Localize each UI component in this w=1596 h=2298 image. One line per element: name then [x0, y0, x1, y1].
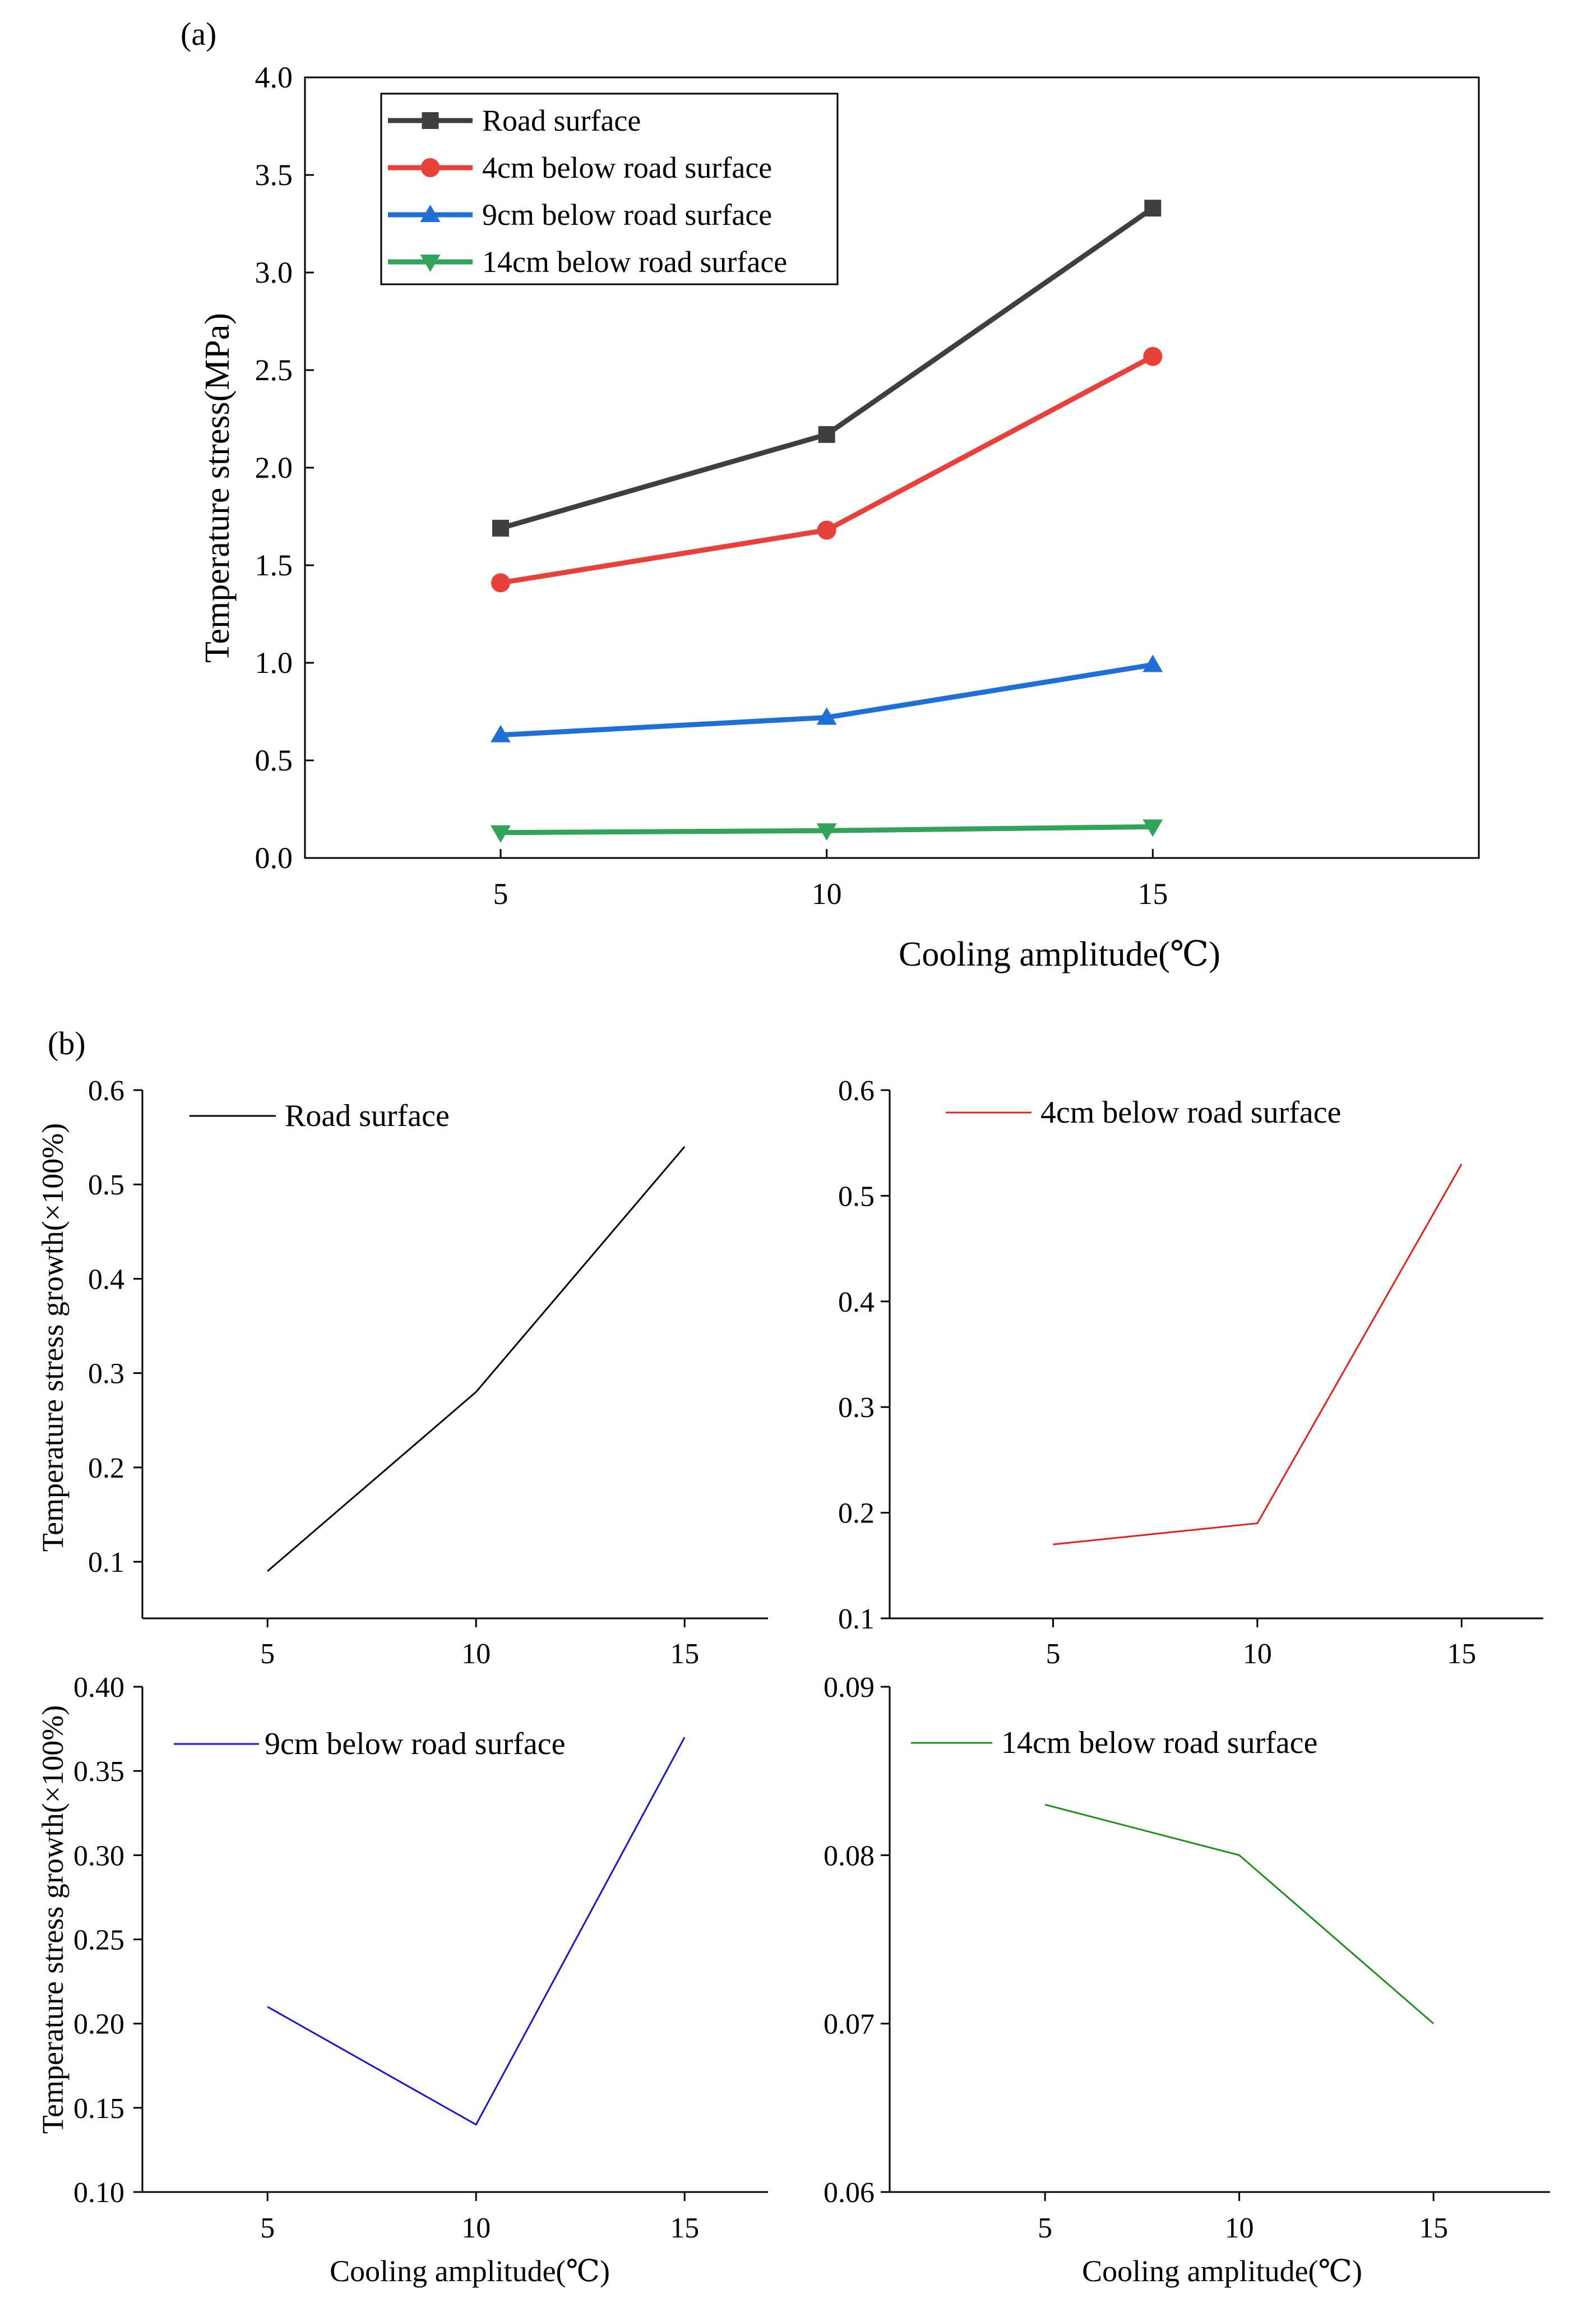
marker-3: [1144, 200, 1162, 217]
y-tick-label: 0.2: [88, 1452, 124, 1484]
x-tick-label: 10: [461, 1638, 491, 1670]
y-tick-label: 0.0: [255, 841, 293, 875]
y-tick-label: 0.30: [73, 1840, 124, 1872]
x-tick-label: 15: [670, 1638, 699, 1670]
y-tick-label: 0.5: [88, 1169, 124, 1201]
marker-legend: [422, 112, 439, 129]
x-axis-title-a: Cooling amplitude(℃): [899, 935, 1220, 973]
y-axis-title-b-bottom: Temperature stress growth(×100%): [36, 1705, 70, 2134]
marker-legend: [420, 255, 441, 272]
marker-3: [1142, 654, 1163, 672]
series-line-1: [1044, 1803, 1435, 2024]
x-tick-label: 10: [1225, 2212, 1254, 2244]
y-tick-label: 0.20: [73, 2009, 124, 2041]
series-line-1: [267, 1737, 686, 2126]
y-tick-label: 2.0: [255, 451, 293, 484]
marker-3: [1143, 347, 1163, 366]
legend-box: [380, 93, 839, 285]
legend-label: 4cm below road surface: [482, 151, 772, 184]
marker-2: [816, 707, 837, 725]
panel-label-a: (a): [181, 16, 216, 52]
marker-2: [817, 520, 836, 540]
y-tick-label: 0.2: [838, 1498, 875, 1530]
legend-label: 14cm below road surface: [1001, 1725, 1317, 1760]
y-tick-label: 1.5: [255, 548, 293, 582]
legend-label: 9cm below road surface: [265, 1727, 565, 1761]
marker-legend: [420, 205, 441, 222]
y-tick-label: 0.4: [88, 1263, 124, 1295]
chart-b-9cm: 5 10 15 0.10 0.15 0.20 0.25 0.30 0.35 0.40 Coolin…: [36, 1672, 768, 2288]
chart-b-14cm: 5 10 15 0.06 0.07 0.08 0.09 Cooling amplitude(…: [824, 1672, 1550, 2288]
y-tick-label: 0.15: [73, 2093, 124, 2125]
y-tick-label: 3.0: [255, 256, 293, 289]
marker-3: [1142, 819, 1163, 837]
marker-1: [492, 519, 509, 537]
marker-2: [818, 426, 835, 443]
x-axis-title-b-right: Cooling amplitude(℃): [1082, 2254, 1362, 2288]
chart-b-road-surface: (b) 5 10 15 0.1 0.2 0.3 0.4 0.5 0.6 Temperature …: [36, 1025, 768, 1670]
x-tick-label: 15: [1447, 1638, 1476, 1670]
y-tick-label: 0.08: [824, 1840, 875, 1872]
series-line-1: [267, 1146, 686, 1572]
x-tick-label: 5: [260, 1638, 275, 1670]
x-tick-label: 10: [812, 877, 842, 911]
chart-b-4cm: 5 10 15 0.1 0.2 0.3 0.4 0.5 0.6 4cm below road s…: [838, 1075, 1543, 1670]
marker-2: [816, 823, 837, 841]
y-tick-label: 0.5: [255, 744, 293, 777]
panel-label-b: (b): [48, 1025, 86, 1062]
y-tick-label: 0.1: [88, 1547, 124, 1579]
legend-label: Road surface: [285, 1099, 450, 1133]
y-tick-label: 1.0: [255, 646, 293, 680]
legend-label: 9cm below road surface: [482, 198, 772, 232]
x-axis-title-b-left: Cooling amplitude(℃): [330, 2254, 610, 2288]
chart-a: (a) 5 10 15 0.0 0.5 1.0 1.5 2.0 2.5 3.0 3.5 4.0 Coo…: [181, 16, 1480, 973]
x-tick-label: 5: [493, 877, 508, 911]
x-tick-label: 10: [1243, 1638, 1272, 1670]
y-axis-title-a: Temperature stress(MPa): [198, 313, 237, 663]
y-tick-label: 0.6: [838, 1075, 875, 1107]
y-tick-label: 0.5: [838, 1180, 875, 1212]
marker-1: [491, 573, 510, 593]
y-axis-title-b-top: Temperature stress growth(×100%): [36, 1123, 70, 1552]
x-tick-label: 15: [1419, 2212, 1448, 2244]
series-line-1: [1053, 1164, 1463, 1545]
y-tick-label: 0.10: [73, 2177, 124, 2209]
y-tick-label: 0.25: [73, 1925, 124, 1956]
y-tick-label: 0.3: [88, 1358, 124, 1390]
x-tick-label: 15: [1137, 877, 1168, 911]
marker-legend: [420, 158, 440, 177]
y-tick-label: 0.06: [824, 2177, 875, 2209]
y-tick-label: 0.07: [824, 2009, 875, 2041]
legend-label: 14cm below road surface: [482, 245, 787, 279]
x-tick-label: 5: [260, 2212, 275, 2244]
x-tick-label: 5: [1046, 1638, 1061, 1670]
x-tick-label: 5: [1038, 2212, 1052, 2244]
marker-1: [491, 725, 511, 742]
y-tick-label: 2.5: [255, 353, 293, 387]
marker-1: [491, 825, 511, 843]
y-tick-label: 0.35: [73, 1756, 124, 1788]
y-tick-label: 0.3: [838, 1392, 875, 1424]
y-tick-label: 0.4: [838, 1286, 875, 1318]
y-tick-label: 0.09: [824, 1672, 875, 1704]
series-line-2: [500, 354, 1154, 585]
y-tick-label: 0.40: [73, 1672, 124, 1704]
x-tick-label: 15: [670, 2212, 699, 2244]
legend-label: Road surface: [482, 104, 641, 137]
y-tick-label: 0.1: [838, 1603, 875, 1635]
y-tick-label: 4.0: [255, 61, 293, 94]
x-tick-label: 10: [461, 2212, 491, 2244]
legend-label: 4cm below road surface: [1040, 1095, 1341, 1130]
y-tick-label: 3.5: [255, 158, 293, 192]
y-tick-label: 0.6: [88, 1075, 124, 1107]
